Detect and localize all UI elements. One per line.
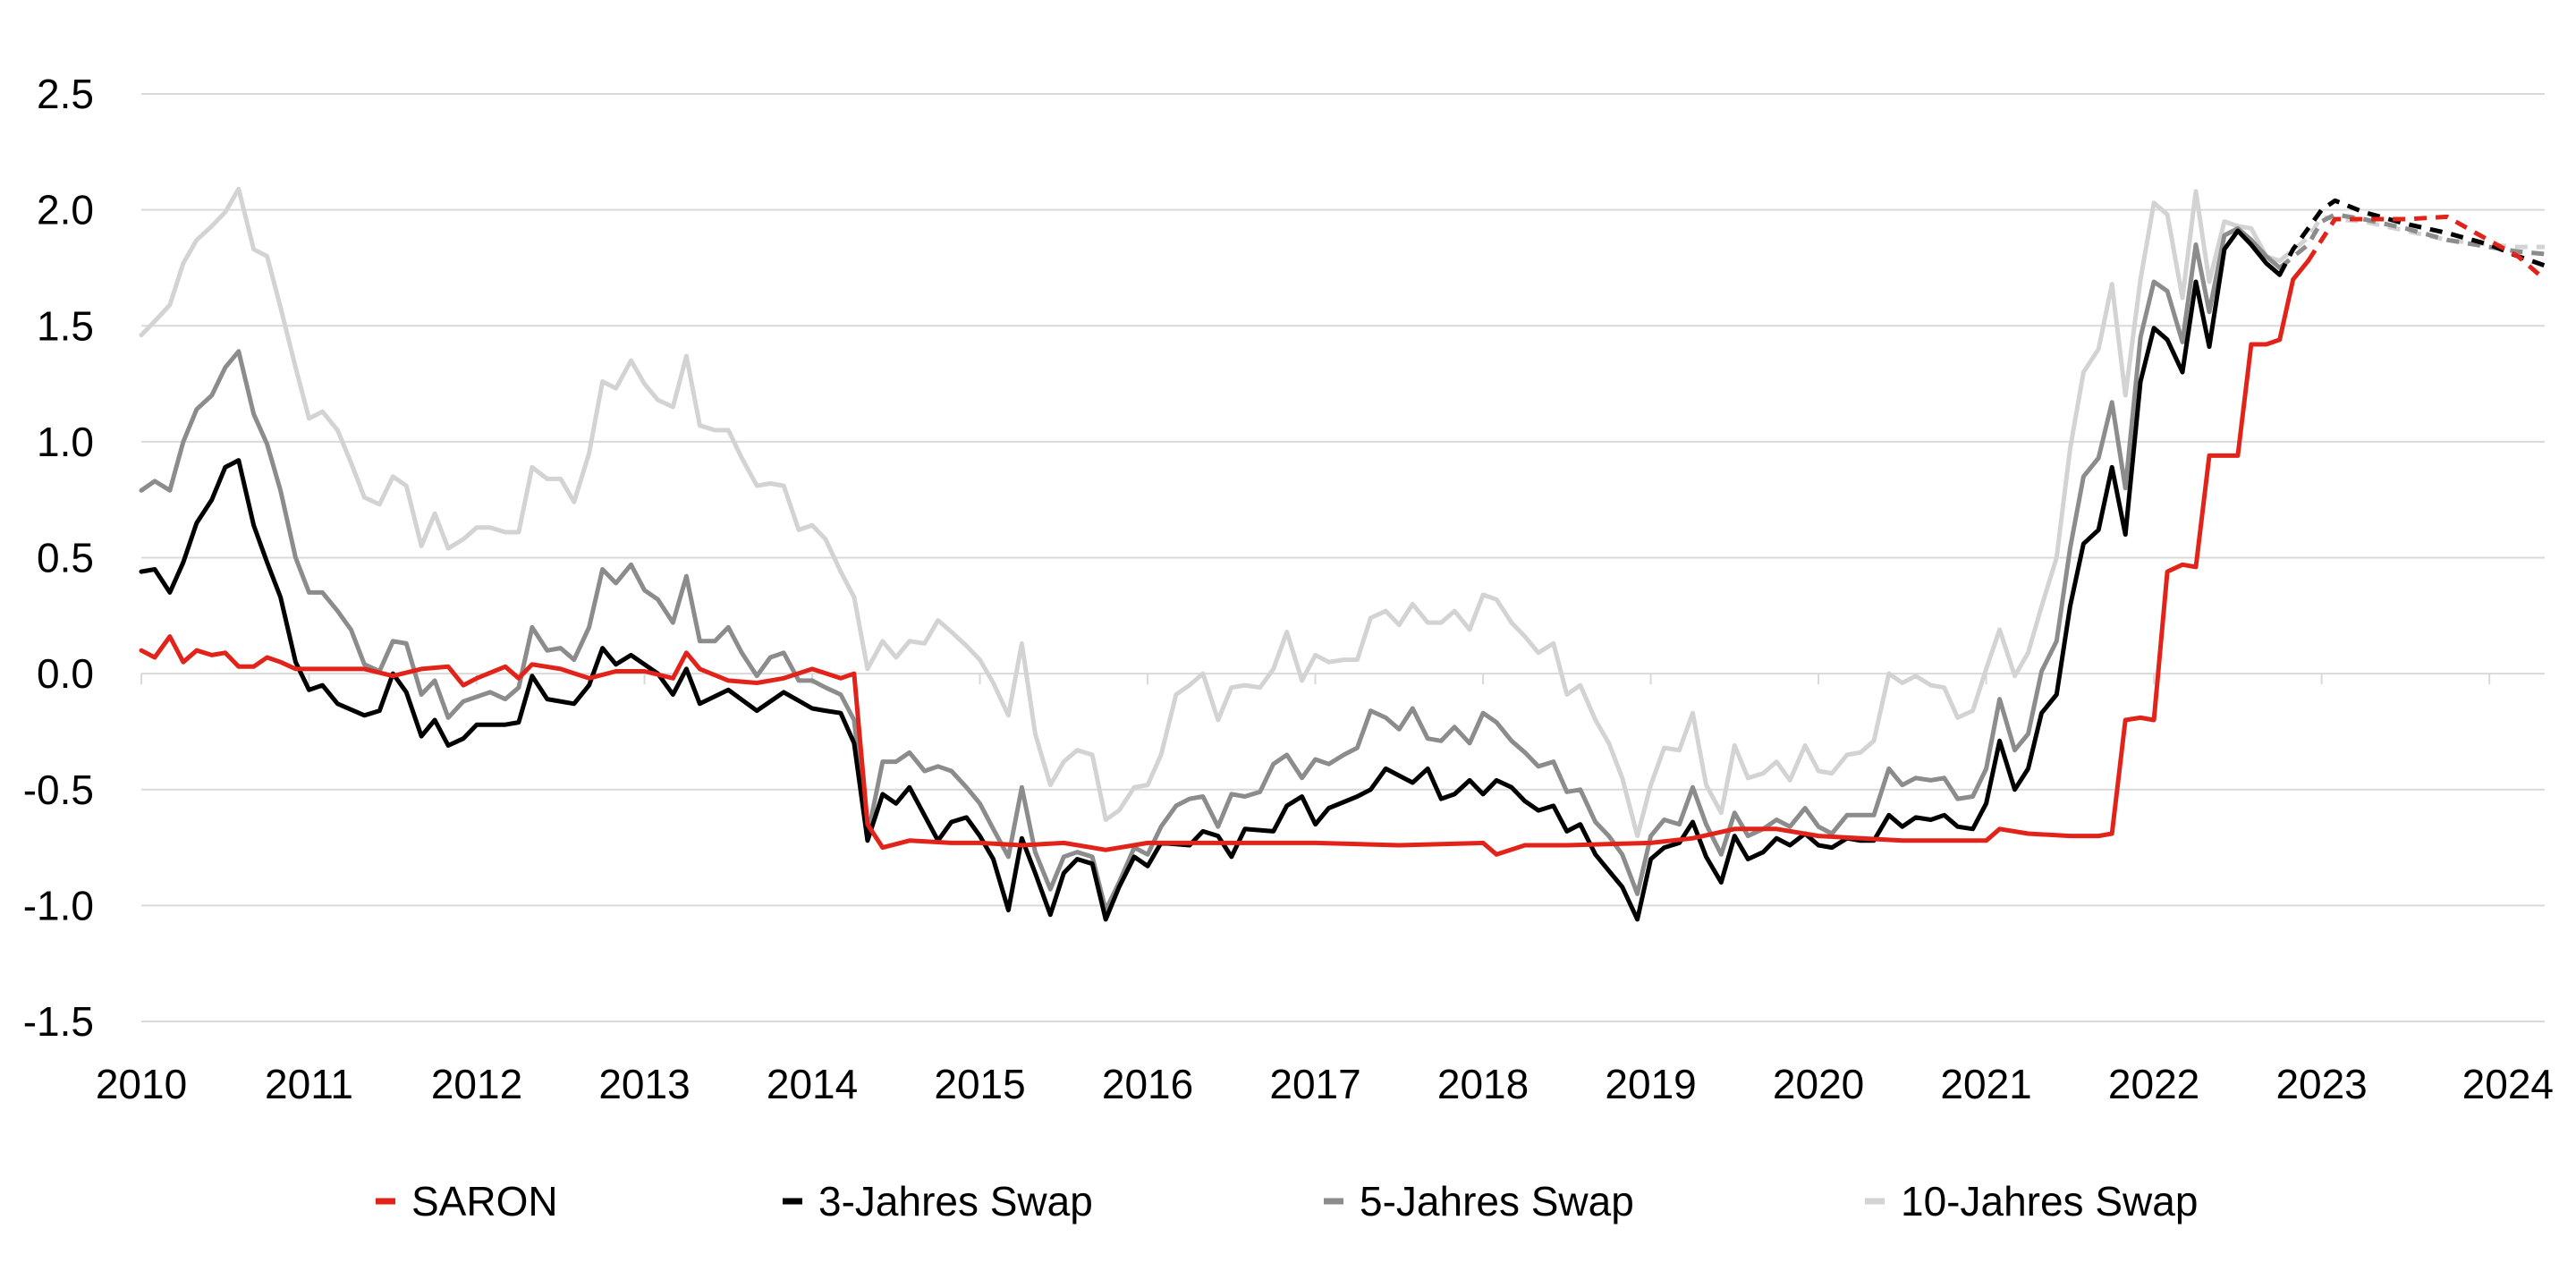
x-tick-label: 2015 xyxy=(934,1061,1025,1107)
legend-label-saron: SARON xyxy=(411,1178,558,1224)
x-axis xyxy=(140,673,2545,685)
x-tick-label: 2024 xyxy=(2462,1061,2554,1107)
x-tick-label: 2011 xyxy=(265,1061,353,1107)
x-tick-label: 2020 xyxy=(1773,1061,1864,1107)
x-tick-label: 2016 xyxy=(1102,1061,1193,1107)
x-axis-tick-labels: 2010 2011 2012 2013 2014 2015 2016 2017 2018 2019… xyxy=(96,1061,2554,1107)
y-tick-label: 1.0 xyxy=(37,419,94,465)
gridlines xyxy=(141,93,2545,1022)
y-tick-label: -1.0 xyxy=(23,882,94,928)
series-forecast-saron xyxy=(2306,214,2546,282)
x-tick-label: 2023 xyxy=(2275,1061,2367,1107)
y-tick-label: 0.5 xyxy=(37,535,94,581)
legend-label-5-jahres-swap: 5-Jahres Swap xyxy=(1360,1178,1634,1224)
y-axis-tick-labels: 2.5 2.0 1.5 1.0 0.5 0.0 -0.5 -1.0 -1.5 xyxy=(23,71,94,1045)
y-tick-label: 2.0 xyxy=(37,187,94,233)
series-forecast-5-jahres-swap xyxy=(2278,212,2546,270)
x-tick-label: 2014 xyxy=(767,1061,858,1107)
y-tick-label: 1.5 xyxy=(37,302,94,349)
series-forecast-10-jahres-swap xyxy=(2278,214,2545,263)
x-tick-label: 2012 xyxy=(431,1061,522,1107)
legend-label-10-jahres-swap: 10-Jahres Swap xyxy=(1901,1178,2198,1224)
series-lines xyxy=(139,186,2546,922)
legend: SARON 3-Jahres Swap 5-Jahres Swap 10-Jahres… xyxy=(376,1178,2198,1224)
y-tick-label: -1.5 xyxy=(23,998,94,1045)
x-tick-label: 2017 xyxy=(1269,1061,1360,1107)
x-tick-label: 2022 xyxy=(2108,1061,2199,1107)
series-forecast-3-jahres-swap xyxy=(2277,198,2546,276)
x-tick-label: 2021 xyxy=(1940,1061,2031,1107)
x-tick-label: 2013 xyxy=(598,1061,690,1107)
x-tick-label: 2019 xyxy=(1605,1061,1696,1107)
y-tick-label: -0.5 xyxy=(23,767,94,813)
x-tick-label: 2010 xyxy=(96,1061,187,1107)
y-tick-label: 2.5 xyxy=(37,71,94,117)
y-tick-label: 0.0 xyxy=(37,650,94,697)
legend-label-3-jahres-swap: 3-Jahres Swap xyxy=(818,1178,1093,1224)
x-tick-label: 2018 xyxy=(1437,1061,1529,1107)
series-line-saron xyxy=(139,258,2311,857)
series-line-3-jahres-swap xyxy=(139,228,2283,922)
series-line-5-jahres-swap xyxy=(139,225,2283,913)
series-line-10-jahres-swap xyxy=(139,186,2283,839)
